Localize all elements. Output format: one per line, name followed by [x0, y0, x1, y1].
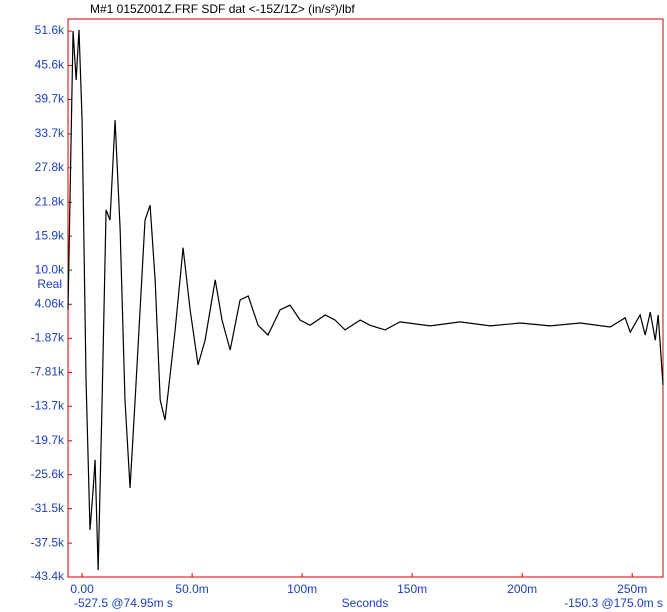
chart-title: M#1 015Z001Z.FRF SDF dat <-15Z/1Z> (in/s…	[90, 2, 355, 16]
x-tick-label: 250m	[617, 582, 647, 596]
y-tick-label: 4.06k	[35, 296, 65, 310]
y-tick-label: 45.6k	[35, 58, 65, 72]
plot-frame	[67, 18, 664, 578]
y-tick-label: -25.6k	[31, 467, 65, 481]
y-tick-label: 33.7k	[35, 126, 65, 140]
x-axis-label: Seconds	[342, 596, 389, 610]
x-tick-label: 0.00	[70, 582, 94, 596]
y-tick-label: 15.9k	[35, 228, 65, 242]
y-tick-label: -37.5k	[31, 535, 65, 549]
y-tick-label: -31.5k	[31, 501, 65, 515]
y-axis-label: Real	[37, 277, 62, 291]
annotation: -150.3 @175.0m s	[564, 596, 663, 610]
annotation: -527.5 @74.95m s	[74, 596, 173, 610]
y-tick-label: -19.7k	[31, 433, 65, 447]
x-tick-label: 100m	[287, 582, 317, 596]
y-tick-label: -7.81k	[31, 365, 65, 379]
y-tick-label: -13.7k	[31, 398, 65, 412]
y-tick-label: 27.8k	[35, 160, 65, 174]
y-tick-label: -43.4k	[31, 569, 65, 583]
y-tick-label: 21.8k	[35, 194, 65, 208]
x-tick-label: 50.0m	[175, 582, 208, 596]
y-tick-label: 51.6k	[35, 23, 65, 37]
x-tick-label: 200m	[507, 582, 537, 596]
data-line	[67, 29, 664, 571]
y-tick-label: 39.7k	[35, 92, 65, 106]
x-tick-label: 150m	[397, 582, 427, 596]
y-tick-label: 10.0k	[35, 262, 65, 276]
y-tick-label: -1.87k	[31, 331, 65, 345]
